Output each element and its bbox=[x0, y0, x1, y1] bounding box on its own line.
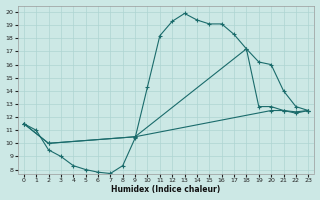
X-axis label: Humidex (Indice chaleur): Humidex (Indice chaleur) bbox=[111, 185, 221, 194]
